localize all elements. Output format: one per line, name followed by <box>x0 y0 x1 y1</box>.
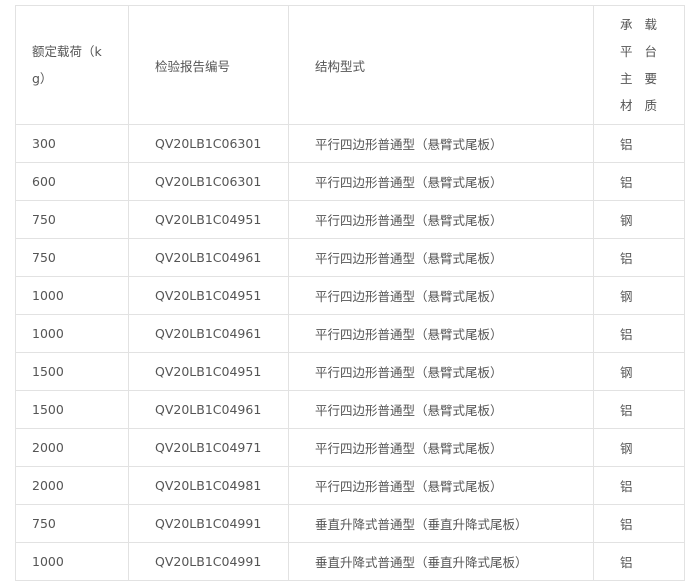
material-cell: 铝 <box>593 162 685 201</box>
spec-table: 额定载荷（kg） 检验报告编号 结构型式 承载平台主要材质 300 QV20LB1… <box>15 5 685 581</box>
material-cell: 铝 <box>593 238 685 277</box>
header-cell-load: 额定载荷（kg） <box>15 5 129 125</box>
structure-cell: 垂直升降式普通型（垂直升降式尾板） <box>288 504 594 543</box>
material-cell: 钢 <box>593 428 685 467</box>
structure-cell: 垂直升降式普通型（垂直升降式尾板） <box>288 542 594 581</box>
table-row: 750 QV20LB1C04961 平行四边形普通型（悬臂式尾板）铝 <box>15 238 685 277</box>
load-cell: 1000 <box>15 314 129 353</box>
report-number-cell: QV20LB1C04961 <box>128 390 289 429</box>
structure-cell: 平行四边形普通型（悬臂式尾板） <box>288 238 594 277</box>
report-number-cell: QV20LB1C04961 <box>128 314 289 353</box>
load-cell: 750 <box>15 200 129 239</box>
report-number-cell: QV20LB1C04951 <box>128 200 289 239</box>
table-row: 750 QV20LB1C04991 垂直升降式普通型（垂直升降式尾板）铝 <box>15 504 685 543</box>
load-cell: 1000 <box>15 276 129 315</box>
load-cell: 2000 <box>15 428 129 467</box>
header-cell-material: 承载平台主要材质 <box>593 5 685 125</box>
material-cell: 铝 <box>593 390 685 429</box>
table-row: 750 QV20LB1C04951 平行四边形普通型（悬臂式尾板）钢 <box>15 200 685 239</box>
report-number-cell: QV20LB1C04951 <box>128 352 289 391</box>
material-cell: 铝 <box>593 466 685 505</box>
material-cell: 铝 <box>593 124 685 163</box>
table-row: 2000 QV20LB1C04971 平行四边形普通型（悬臂式尾板）钢 <box>15 428 685 467</box>
table-row: 600 QV20LB1C06301 平行四边形普通型（悬臂式尾板）铝 <box>15 162 685 201</box>
load-cell: 2000 <box>15 466 129 505</box>
load-cell: 1500 <box>15 352 129 391</box>
structure-cell: 平行四边形普通型（悬臂式尾板） <box>288 162 594 201</box>
structure-cell: 平行四边形普通型（悬臂式尾板） <box>288 352 594 391</box>
material-cell: 钢 <box>593 200 685 239</box>
structure-cell: 平行四边形普通型（悬臂式尾板） <box>288 276 594 315</box>
report-number-cell: QV20LB1C04991 <box>128 504 289 543</box>
table-row: 300 QV20LB1C06301 平行四边形普通型（悬臂式尾板）铝 <box>15 124 685 163</box>
load-cell: 300 <box>15 124 129 163</box>
structure-cell: 平行四边形普通型（悬臂式尾板） <box>288 314 594 353</box>
table-row: 1000 QV20LB1C04961 平行四边形普通型（悬臂式尾板）铝 <box>15 314 685 353</box>
material-cell: 铝 <box>593 542 685 581</box>
header-material-label: 承载平台主要材质 <box>620 17 670 113</box>
material-cell: 铝 <box>593 314 685 353</box>
table-row: 1500 QV20LB1C04961 平行四边形普通型（悬臂式尾板）铝 <box>15 390 685 429</box>
header-load-label: 额定载荷（kg） <box>32 44 102 86</box>
structure-cell: 平行四边形普通型（悬臂式尾板） <box>288 124 594 163</box>
load-cell: 1000 <box>15 542 129 581</box>
structure-cell: 平行四边形普通型（悬臂式尾板） <box>288 200 594 239</box>
header-cell-structure: 结构型式 <box>288 5 594 125</box>
material-cell: 钢 <box>593 352 685 391</box>
load-cell: 750 <box>15 504 129 543</box>
header-structure-label: 结构型式 <box>315 58 366 74</box>
table-header-row: 额定载荷（kg） 检验报告编号 结构型式 承载平台主要材质 <box>15 5 685 125</box>
structure-cell: 平行四边形普通型（悬臂式尾板） <box>288 466 594 505</box>
material-cell: 钢 <box>593 276 685 315</box>
report-number-cell: QV20LB1C06301 <box>128 124 289 163</box>
structure-cell: 平行四边形普通型（悬臂式尾板） <box>288 390 594 429</box>
table-row: 1000 QV20LB1C04991 垂直升降式普通型（垂直升降式尾板）铝 <box>15 542 685 581</box>
report-number-cell: QV20LB1C04971 <box>128 428 289 467</box>
report-number-cell: QV20LB1C04951 <box>128 276 289 315</box>
table-row: 2000 QV20LB1C04981 平行四边形普通型（悬臂式尾板）铝 <box>15 466 685 505</box>
report-number-cell: QV20LB1C06301 <box>128 162 289 201</box>
report-number-cell: QV20LB1C04961 <box>128 238 289 277</box>
material-cell: 铝 <box>593 504 685 543</box>
report-number-cell: QV20LB1C04981 <box>128 466 289 505</box>
load-cell: 750 <box>15 238 129 277</box>
report-number-cell: QV20LB1C04991 <box>128 542 289 581</box>
load-cell: 600 <box>15 162 129 201</box>
header-report-label: 检验报告编号 <box>155 58 231 74</box>
table-row: 1500 QV20LB1C04951 平行四边形普通型（悬臂式尾板）钢 <box>15 352 685 391</box>
table-row: 1000 QV20LB1C04951 平行四边形普通型（悬臂式尾板）钢 <box>15 276 685 315</box>
structure-cell: 平行四边形普通型（悬臂式尾板） <box>288 428 594 467</box>
load-cell: 1500 <box>15 390 129 429</box>
header-cell-report: 检验报告编号 <box>128 5 289 125</box>
